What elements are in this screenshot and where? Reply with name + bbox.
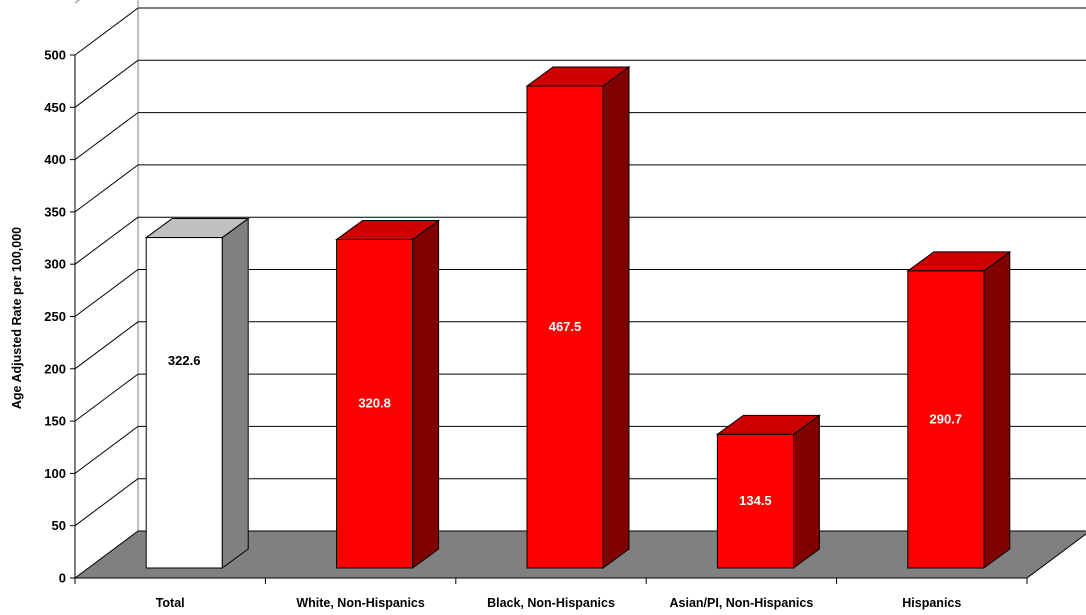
x-tick-label: Asian/PI, Non-Hispanics xyxy=(670,596,814,610)
y-tick-label: 450 xyxy=(44,100,66,115)
gridline-side xyxy=(74,373,139,422)
bar-side xyxy=(221,217,249,569)
bar-front xyxy=(336,238,414,569)
gridline-side xyxy=(74,478,139,527)
gridline-side xyxy=(74,164,139,213)
y-tick-label: 300 xyxy=(44,257,66,272)
y-tick-label: 100 xyxy=(44,466,66,481)
gridline-side xyxy=(74,7,139,56)
side-wall-top-edge xyxy=(74,0,80,4)
x-tick-label: Hispanics xyxy=(902,596,961,610)
data-label: 290.7 xyxy=(930,411,963,426)
y-tick-label: 500 xyxy=(44,48,66,63)
bar-front xyxy=(526,85,604,569)
gridline-side xyxy=(74,112,139,161)
y-tick-label: 150 xyxy=(44,414,66,429)
bar-5 xyxy=(906,250,1012,569)
y-axis-title: Age Adjusted Rate per 100,000 xyxy=(10,227,24,409)
gridline-side xyxy=(74,321,139,370)
data-label: 320.8 xyxy=(358,396,391,411)
y-tick-label: 200 xyxy=(44,361,66,376)
bar-side xyxy=(792,414,820,569)
bar-1 xyxy=(144,217,250,569)
bar-3 xyxy=(525,66,631,569)
data-label: 322.6 xyxy=(168,353,201,368)
bar-2 xyxy=(335,219,441,569)
x-tick-label: Black, Non-Hispanics xyxy=(487,596,615,610)
bar-front xyxy=(716,433,794,569)
x-tick-label: White, Non-Hispanics xyxy=(296,596,425,610)
bar-front xyxy=(145,237,223,569)
bar-side xyxy=(602,66,630,569)
data-label: 134.5 xyxy=(739,493,772,508)
x-tick-label: Total xyxy=(156,596,185,610)
y-tick-label: 0 xyxy=(59,571,66,586)
gridline-side xyxy=(74,269,139,317)
y-tick-label: 400 xyxy=(44,152,66,167)
gridline-side xyxy=(74,425,139,474)
bar-4 xyxy=(715,414,821,569)
y-tick-label: 50 xyxy=(52,518,66,533)
gridline-side xyxy=(74,59,139,108)
bar-side xyxy=(983,250,1011,569)
bar-front xyxy=(907,270,985,569)
y-tick-label: 250 xyxy=(44,309,66,324)
bar-side xyxy=(412,219,440,569)
y-tick-label: 350 xyxy=(44,204,66,219)
data-label: 467.5 xyxy=(549,319,582,334)
gridline-side xyxy=(74,216,139,265)
